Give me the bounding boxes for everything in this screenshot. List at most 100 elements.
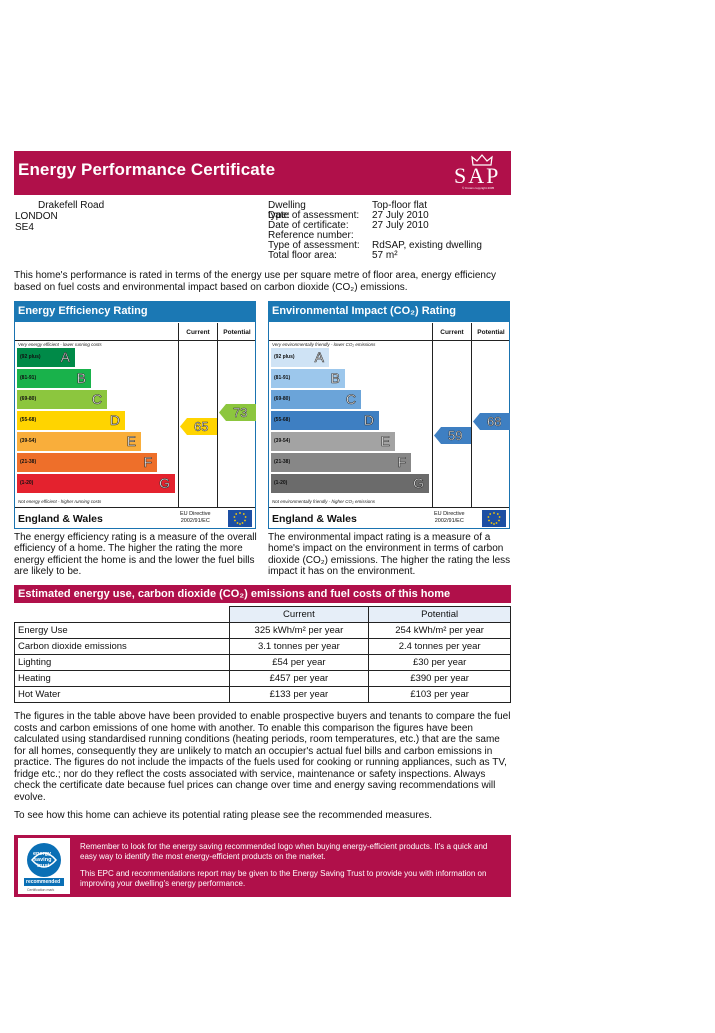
info-value: 57 m² bbox=[372, 250, 398, 261]
eu-flag-icon bbox=[228, 510, 252, 527]
address-line-1: Drakefell Road bbox=[38, 200, 105, 211]
table-row: Carbon dioxide emissions 3.1 tonnes per … bbox=[14, 638, 511, 655]
band-range: (92 plus) bbox=[274, 354, 295, 360]
band-range: (69-80) bbox=[20, 396, 37, 402]
potential-value: 2.4 tonnes per year bbox=[368, 638, 511, 655]
logo-badge: recommended bbox=[26, 879, 61, 885]
potential-value: £103 per year bbox=[368, 686, 511, 703]
energy-efficiency-title: Energy Efficiency Rating bbox=[14, 301, 256, 322]
potential-column-header: Potential bbox=[368, 606, 511, 623]
energy-saving-text: This EPC and recommendations report may … bbox=[80, 869, 487, 888]
address-line-3: SE4 bbox=[15, 222, 34, 233]
potential-value: £390 per year bbox=[368, 670, 511, 687]
current-rating-value: 65 bbox=[194, 419, 209, 435]
band-letter: F bbox=[397, 454, 406, 471]
recommendation-paragraph: To see how this home can achieve its pot… bbox=[14, 810, 433, 821]
eu-directive-line: 2002/91/EC bbox=[180, 517, 210, 524]
logo-text: energy bbox=[33, 851, 52, 857]
band-letter: A bbox=[314, 349, 324, 366]
current-rating-value: 59 bbox=[448, 428, 463, 444]
rating-band-d: (55-68) D bbox=[271, 411, 379, 430]
band-letter: C bbox=[345, 391, 357, 408]
current-column-header: Current bbox=[228, 606, 370, 623]
rating-band-b: (81-91) B bbox=[271, 369, 345, 388]
rating-band-e: (39-54) E bbox=[271, 432, 395, 451]
table-row: Lighting £54 per year £30 per year bbox=[14, 654, 511, 671]
row-label: Energy Use bbox=[14, 622, 230, 639]
region-label: England & Wales bbox=[272, 513, 357, 525]
band-letter: A bbox=[60, 349, 70, 366]
eu-directive-line: EU Directive bbox=[180, 511, 211, 517]
current-value: 3.1 tonnes per year bbox=[228, 638, 370, 655]
table-row: Energy Use 325 kWh/m² per year 254 kWh/m… bbox=[14, 622, 511, 639]
band-range: (21-38) bbox=[20, 459, 37, 465]
band-range: (69-80) bbox=[274, 396, 291, 402]
band-range: (81-91) bbox=[274, 375, 291, 381]
sap-logo: SAP © Crown copyright 2005 bbox=[454, 153, 510, 193]
current-value: 325 kWh/m² per year bbox=[228, 622, 370, 639]
rating-band-a: (92 plus) A bbox=[271, 348, 329, 367]
row-label: Hot Water bbox=[14, 686, 230, 703]
sap-copyright: © Crown copyright 2005 bbox=[462, 186, 495, 190]
info-label: Date of assessment: bbox=[268, 210, 360, 221]
info-value: 27 July 2010 bbox=[372, 220, 429, 231]
eu-flag-icon bbox=[482, 510, 506, 527]
info-label: Total floor area: bbox=[268, 250, 337, 261]
sap-logo-text: SAP bbox=[454, 163, 501, 188]
eu-directive: EU Directive 2002/91/EC bbox=[434, 511, 465, 524]
current-value: £457 per year bbox=[228, 670, 370, 687]
band-range: (1-20) bbox=[20, 480, 34, 486]
rating-band-e: (39-54) E bbox=[17, 432, 141, 451]
band-range: (21-38) bbox=[274, 459, 291, 465]
logo-caption: Certification mark bbox=[27, 888, 55, 892]
environmental-impact-title: Environmental Impact (CO₂) Rating bbox=[268, 301, 510, 322]
certificate-header: Energy Performance Certificate SAP © Cro… bbox=[14, 151, 511, 195]
logo-text: saving bbox=[34, 857, 52, 863]
rating-band-c: (69-80) C bbox=[17, 390, 107, 409]
current-value: £54 per year bbox=[228, 654, 370, 671]
header-divider bbox=[269, 340, 509, 341]
row-label: Carbon dioxide emissions bbox=[14, 638, 230, 655]
logo-text: trust bbox=[37, 863, 50, 869]
footer-divider bbox=[15, 507, 255, 508]
band-letter: B bbox=[330, 370, 340, 387]
band-letter: G bbox=[413, 475, 424, 492]
potential-rating-value: 73 bbox=[233, 405, 248, 421]
intro-text: This home's performance is rated in term… bbox=[14, 270, 496, 293]
certificate-title: Energy Performance Certificate bbox=[18, 160, 276, 179]
table-row: Heating £457 per year £390 per year bbox=[14, 670, 511, 687]
potential-value: 254 kWh/m² per year bbox=[368, 622, 511, 639]
energy-saving-text: Remember to look for the energy saving r… bbox=[80, 842, 488, 861]
potential-rating-value: 68 bbox=[487, 414, 502, 430]
bottom-hint: Not energy efficient - higher running co… bbox=[18, 499, 102, 504]
band-range: (39-54) bbox=[20, 438, 37, 444]
energy-saving-box: energy saving trust recommended Certific… bbox=[14, 835, 511, 897]
rating-band-c: (69-80) C bbox=[271, 390, 361, 409]
blank-header-cell bbox=[14, 606, 230, 623]
costs-title: Estimated energy use, carbon dioxide (CO… bbox=[14, 585, 511, 603]
info-value: 27 July 2010 bbox=[372, 210, 429, 221]
eu-directive-line: 2002/91/EC bbox=[434, 517, 464, 524]
current-rating-arrow: 65 bbox=[180, 418, 217, 435]
potential-rating-arrow: 73 bbox=[219, 404, 256, 421]
column-divider bbox=[471, 323, 472, 508]
rating-band-b: (81-91) B bbox=[17, 369, 91, 388]
info-value: RdSAP, existing dwelling bbox=[372, 240, 482, 251]
eu-directive: EU Directive 2002/91/EC bbox=[180, 511, 211, 524]
rating-band-g: (1-20) G bbox=[271, 474, 429, 493]
eu-directive-line: EU Directive bbox=[434, 511, 465, 517]
info-value: Top-floor flat bbox=[372, 200, 428, 211]
band-letter: G bbox=[159, 475, 170, 492]
row-label: Heating bbox=[14, 670, 230, 687]
potential-column-header: Potential bbox=[223, 329, 251, 336]
band-range: (92 plus) bbox=[20, 354, 41, 360]
info-label: Dwelling type: bbox=[268, 200, 306, 222]
current-column-header: Current bbox=[186, 329, 210, 336]
band-letter: C bbox=[91, 391, 103, 408]
row-label: Lighting bbox=[14, 654, 230, 671]
band-range: (55-68) bbox=[20, 417, 37, 423]
top-hint: Very environmentally friendly - lower CO… bbox=[272, 342, 376, 347]
costs-table: Current Potential Energy Use 325 kWh/m² … bbox=[14, 606, 511, 703]
footer-divider bbox=[269, 507, 509, 508]
figures-paragraph: The figures in the table above have been… bbox=[14, 711, 511, 803]
